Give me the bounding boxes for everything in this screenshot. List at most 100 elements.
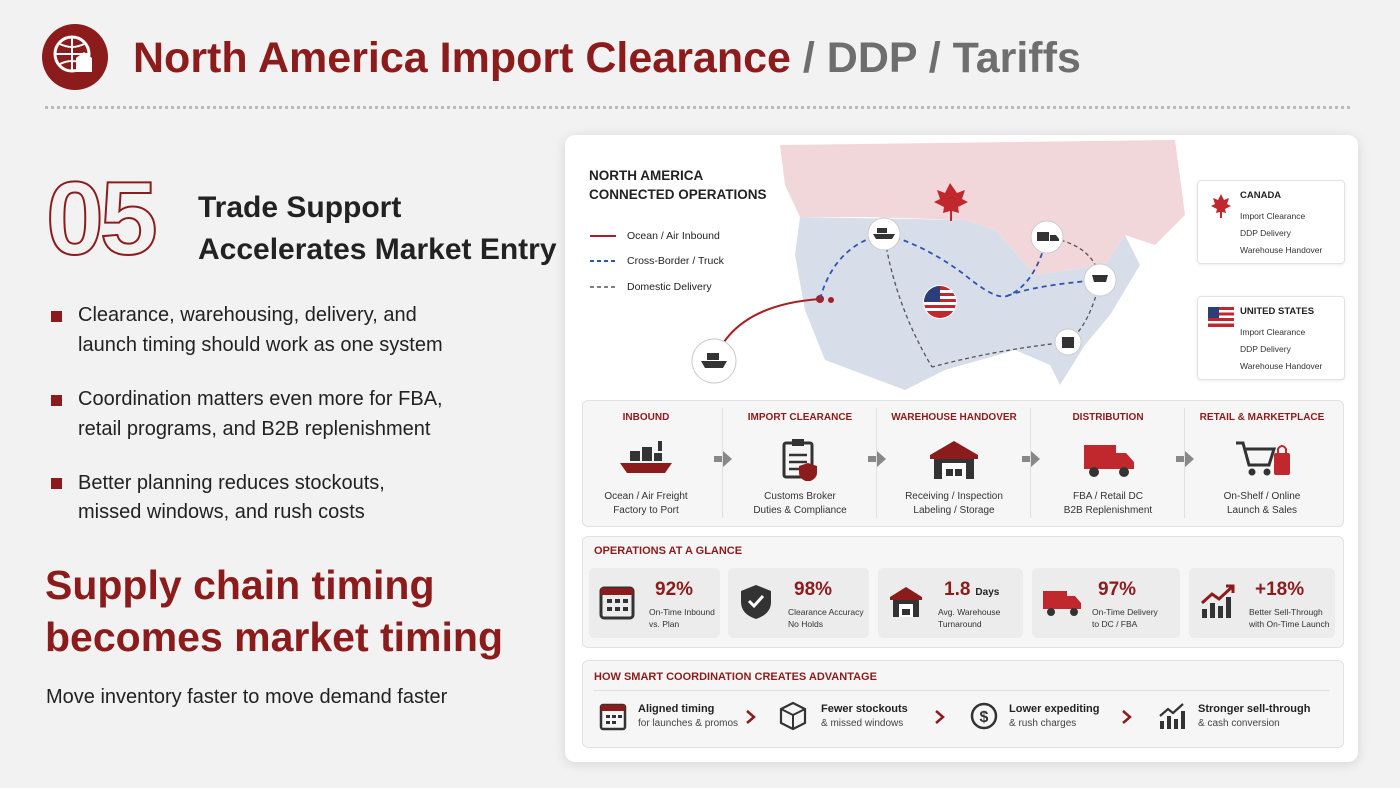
metric-label: No Holds: [788, 619, 823, 629]
legend-label: Ocean / Air Inbound: [627, 230, 720, 242]
icon: [599, 586, 635, 620]
metric-value: 92%: [655, 579, 693, 601]
metric-label: to DC / FBA: [1092, 619, 1138, 629]
country-box: UNITED STATES Import Clearance DDP Deliv…: [1197, 296, 1345, 380]
bullet-text: Coordination matters even more for FBA,: [78, 388, 443, 410]
country-item: Import Clearance: [1240, 211, 1306, 221]
separator: [1030, 408, 1031, 518]
icon: [890, 587, 922, 617]
title-main: North America Import Clearance: [133, 34, 791, 82]
metric-number: 98%: [794, 579, 833, 600]
flag-icon: [1211, 194, 1231, 218]
step-title: WAREHOUSE HANDOVER: [891, 412, 1017, 423]
metric-value: 97%: [1098, 579, 1136, 601]
bullet-text: Better planning reduces stockouts,: [78, 472, 385, 494]
step-title: RETAIL & MARKETPLACE: [1199, 412, 1325, 423]
bullet-text: missed windows, and rush costs: [78, 501, 365, 523]
icon: [1022, 451, 1040, 467]
metric-label: Turnaround: [938, 619, 982, 629]
section-number: 05: [45, 160, 159, 278]
icon: [935, 710, 945, 724]
icon: [779, 701, 807, 731]
step-text: Receiving / Inspection: [905, 491, 1003, 502]
metric-unit: Days: [975, 587, 1000, 598]
country-item: DDP Delivery: [1240, 228, 1291, 238]
section-title: HOW SMART COORDINATION CREATES ADVANTAGE: [594, 671, 877, 683]
metric-label: vs. Plan: [649, 619, 680, 629]
advantage-text: for launches & promos: [638, 718, 739, 729]
step-text: Customs Broker: [764, 491, 836, 502]
step-text: Duties & Compliance: [753, 505, 847, 516]
advantage-text: & missed windows: [821, 718, 904, 729]
country-name: UNITED STATES: [1240, 306, 1315, 317]
legend-label: Cross-Border / Truck: [627, 255, 724, 267]
step-text: FBA / Retail DC: [1072, 491, 1144, 502]
icon: [868, 451, 886, 467]
advantage-panel: [582, 660, 1344, 748]
map-title: CONNECTED OPERATIONS: [589, 187, 767, 202]
bullet-marker: [51, 311, 62, 322]
heading: Accelerates Market Entry: [198, 233, 557, 266]
icon: [714, 451, 732, 467]
metric-label: with On-Time Launch: [1249, 619, 1330, 629]
advantage-title: Stronger sell-through: [1198, 703, 1311, 715]
advantage-title: Fewer stockouts: [821, 703, 908, 715]
icon: [1122, 710, 1132, 724]
advantage-text: & cash conversion: [1198, 718, 1280, 729]
icon: [1159, 703, 1185, 729]
metric-label: Better Sell-Through: [1249, 607, 1323, 617]
icon: [620, 441, 672, 473]
metric-label: On-Time Delivery: [1092, 607, 1158, 617]
bullet-text: Clearance, warehousing, delivery, and: [78, 304, 417, 326]
step-text: Launch & Sales: [1226, 505, 1298, 516]
flag-icon: [1208, 307, 1234, 327]
icon: [1043, 591, 1081, 616]
icon: [930, 441, 978, 479]
bullet-marker: [51, 395, 62, 406]
step-title: INBOUND: [622, 412, 670, 423]
country-item: Import Clearance: [1240, 327, 1306, 337]
icon: [741, 585, 771, 619]
advantage-title: Aligned timing: [638, 703, 715, 715]
step-text: On-Shelf / Online: [1223, 491, 1301, 502]
tagline: becomes market timing: [45, 614, 503, 660]
logo-icon: [42, 24, 108, 90]
metric-value: 98%: [794, 579, 832, 601]
icon: [1200, 584, 1235, 618]
heading: Trade Support: [198, 191, 402, 224]
metric-number: 97%: [1098, 579, 1137, 600]
map: [590, 140, 1185, 390]
subline: Move inventory faster to move demand fas…: [46, 686, 448, 708]
title: North America Import Clearance / DDP / T…: [133, 34, 1081, 83]
legend-label: Domestic Delivery: [627, 281, 712, 293]
icon: [1176, 451, 1194, 467]
step-text: Labeling / Storage: [913, 505, 995, 516]
separator: [722, 408, 723, 518]
step-text: Ocean / Air Freight: [604, 491, 688, 502]
metric-number: +18%: [1255, 579, 1305, 600]
country-name: CANADA: [1240, 190, 1282, 201]
icon: [1084, 445, 1134, 477]
country-item: Warehouse Handover: [1240, 245, 1323, 255]
country-item: Warehouse Handover: [1240, 361, 1323, 371]
icon: $: [970, 702, 998, 730]
metric-value: 1.8 Days: [944, 579, 999, 601]
tagline: Supply chain timing: [45, 562, 435, 608]
icon: [782, 439, 817, 481]
bullet-text: retail programs, and B2B replenishment: [78, 418, 431, 440]
metric-value: +18%: [1255, 579, 1304, 601]
step-title: IMPORT CLEARANCE: [747, 412, 853, 423]
separator: [594, 690, 1330, 691]
svg-text:$: $: [980, 709, 989, 726]
divider: [45, 106, 1350, 109]
step-text: Factory to Port: [613, 505, 679, 516]
metric-number: 1.8: [944, 579, 971, 600]
metric-label: Clearance Accuracy: [788, 607, 864, 617]
separator: [876, 408, 877, 518]
step-text: B2B Replenishment: [1063, 505, 1153, 516]
icon: [746, 710, 756, 724]
country-box: CANADA Import Clearance DDP Delivery War…: [1197, 180, 1345, 264]
step-title: DISTRIBUTION: [1072, 412, 1144, 423]
